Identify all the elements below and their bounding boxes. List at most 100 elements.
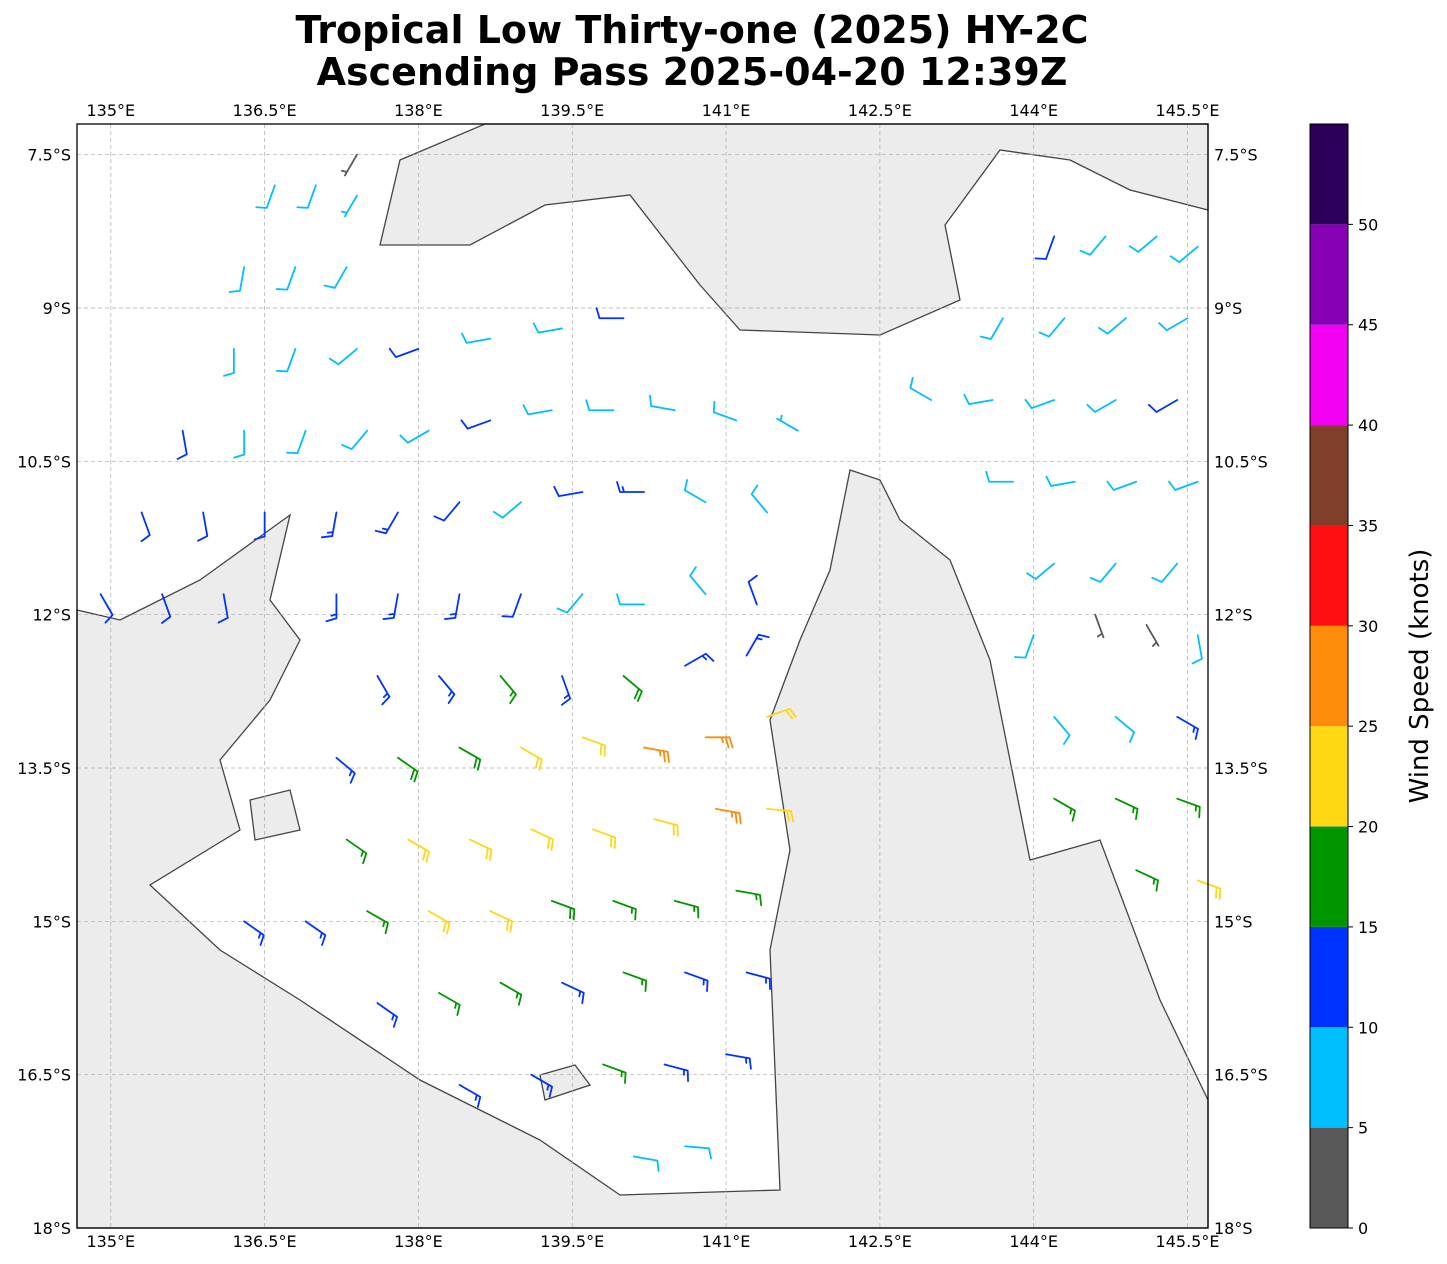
wind-barb <box>489 910 513 933</box>
wind-barb <box>530 828 554 851</box>
barb-shape <box>560 675 572 706</box>
lon-tick-label: 136.5°E <box>233 101 297 120</box>
barb-shape <box>714 807 742 825</box>
barb-shape <box>99 593 114 624</box>
colorbar-tick-label: 50 <box>1358 215 1378 234</box>
wind-barb <box>461 332 492 344</box>
lon-tick-label: 141°E <box>702 1232 751 1251</box>
barb-shape <box>1114 715 1135 743</box>
barb-shape <box>427 910 451 935</box>
barb-shape <box>320 511 338 539</box>
colorbar-tick-label: 35 <box>1358 516 1378 535</box>
colorbar-tick-label: 10 <box>1358 1018 1378 1037</box>
wind-barb <box>255 184 276 209</box>
wind-barb <box>1147 399 1179 413</box>
australia-land <box>76 469 1209 1229</box>
barb-shape <box>275 347 297 373</box>
wind-barb <box>602 1063 627 1084</box>
wind-barb <box>684 1145 712 1160</box>
barb-shape <box>649 394 676 412</box>
wind-barb <box>374 511 399 535</box>
barb-shape <box>140 511 151 543</box>
barb-shape <box>328 347 358 366</box>
barb-shape <box>376 1002 398 1028</box>
wind-barb <box>979 317 1004 340</box>
lat-tick-label: 7.5°S <box>27 146 71 165</box>
lat-tick-label: 16.5°S <box>1214 1066 1268 1085</box>
map-area <box>76 123 1209 1229</box>
colorbar-segment <box>1310 926 1348 1028</box>
barb-shape <box>468 838 493 861</box>
barb-shape <box>550 899 576 921</box>
lon-tick-label: 135°E <box>87 1232 136 1251</box>
wind-barb <box>325 593 338 623</box>
lon-tick-label: 144°E <box>1009 1232 1058 1251</box>
lat-tick-label: 13.5°S <box>1214 759 1268 778</box>
wind-barb <box>499 675 517 705</box>
wind-barb <box>382 593 399 620</box>
barb-shape <box>1053 797 1076 822</box>
barb-shape <box>1196 879 1222 900</box>
wind-barb <box>1196 879 1222 900</box>
barb-shape <box>1114 797 1139 821</box>
barb-shape <box>376 675 391 706</box>
lat-tick-label: 12°S <box>32 606 71 625</box>
barb-shape <box>745 633 770 657</box>
barb-shape <box>561 981 585 1005</box>
wind-barb <box>296 184 317 209</box>
colorbar-frame <box>1309 123 1349 1229</box>
wind-barb <box>140 511 151 543</box>
barb-shape <box>275 266 297 291</box>
barb-shape <box>591 828 617 849</box>
lat-tick-label: 12°S <box>1214 606 1253 625</box>
wind-barb <box>1089 562 1117 583</box>
barb-shape <box>1169 245 1199 263</box>
mornington-island <box>539 1064 592 1101</box>
colorbar-segment <box>1310 324 1348 426</box>
barb-shape <box>438 675 456 705</box>
barb-shape <box>1089 562 1117 583</box>
wind-barb <box>550 899 576 921</box>
colorbar-tick-label: 0 <box>1358 1219 1368 1238</box>
wind-barb <box>217 593 229 624</box>
barb-shape <box>750 484 768 514</box>
barb-shape <box>616 481 645 493</box>
wind-barb <box>304 920 327 946</box>
barb-shape <box>1034 235 1056 260</box>
colorbar-tick-label: 25 <box>1358 717 1378 736</box>
wind-barb <box>399 429 430 444</box>
lat-tick-label: 9°S <box>1214 299 1242 318</box>
barb-shape <box>197 511 209 542</box>
wind-barb <box>653 818 679 837</box>
barb-shape <box>776 414 799 432</box>
wind-barb <box>1053 797 1076 822</box>
wind-barb <box>1106 480 1138 491</box>
barb-shape <box>712 400 738 422</box>
barb-shape <box>1145 623 1160 647</box>
wind-barb <box>176 429 188 460</box>
wind-barb <box>520 746 543 771</box>
lat-tick-label: 13.5°S <box>17 759 71 778</box>
title-line-2: Ascending Pass 2025-04-20 12:39Z <box>316 50 1068 94</box>
barb-shape <box>444 593 461 620</box>
wind-barb <box>622 675 643 702</box>
barb-shape <box>1053 715 1071 745</box>
wind-barb <box>1045 475 1076 487</box>
barb-shape <box>304 920 327 946</box>
wind-barb <box>233 429 246 459</box>
lat-tick-label: 10.5°S <box>1214 452 1268 471</box>
groote-eylandt <box>249 789 301 841</box>
colorbar-tick-label: 15 <box>1358 918 1378 937</box>
barb-shape <box>438 991 461 1016</box>
colorbar-tick-label: 20 <box>1358 818 1378 837</box>
wind-barb <box>1158 317 1189 332</box>
wind-barb <box>909 376 933 401</box>
wind-barb <box>684 652 715 667</box>
wind-barb <box>340 153 358 177</box>
wind-barb <box>1114 715 1135 743</box>
wind-barb <box>673 899 700 919</box>
wind-barb <box>1135 869 1159 892</box>
barb-shape <box>1097 317 1127 335</box>
wind-barb <box>1038 317 1066 338</box>
wind-barb <box>1168 480 1199 491</box>
